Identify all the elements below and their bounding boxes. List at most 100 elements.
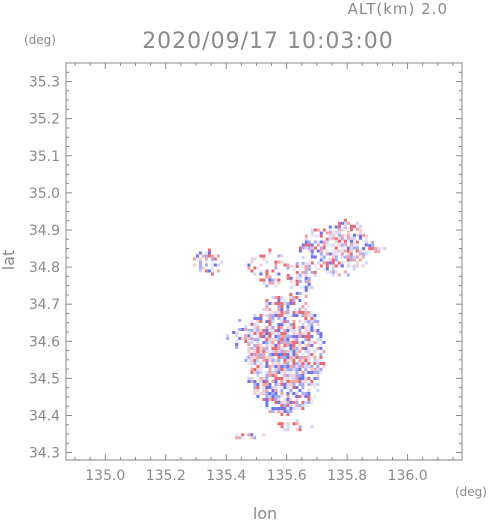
reflectivity-cell [304, 270, 308, 274]
reflectivity-cell [310, 398, 314, 401]
reflectivity-cell [277, 401, 281, 404]
reflectivity-cell [262, 353, 266, 356]
reflectivity-cell [271, 398, 275, 401]
reflectivity-cell [313, 356, 317, 359]
reflectivity-cell [292, 302, 296, 305]
reflectivity-cell [268, 329, 272, 332]
reflectivity-cell [280, 308, 284, 311]
reflectivity-cell [265, 374, 269, 377]
reflectivity-cell [307, 350, 311, 353]
reflectivity-cell [268, 371, 272, 374]
reflectivity-cell [332, 230, 335, 234]
reflectivity-cell [265, 359, 269, 362]
reflectivity-cell [271, 329, 275, 332]
reflectivity-cell [334, 258, 338, 262]
reflectivity-cell [355, 243, 359, 247]
reflectivity-cell [271, 302, 275, 305]
reflectivity-cell [307, 243, 311, 247]
reflectivity-cell [268, 353, 272, 356]
reflectivity-cell [250, 260, 254, 264]
reflectivity-cells [192, 218, 387, 440]
reflectivity-cell [256, 395, 260, 398]
reflectivity-cell [298, 308, 302, 311]
reflectivity-cell [313, 228, 317, 232]
reflectivity-cell [365, 250, 369, 254]
reflectivity-cell [316, 374, 320, 377]
reflectivity-cell [340, 252, 344, 256]
reflectivity-cell [313, 377, 317, 380]
reflectivity-cell [247, 266, 251, 270]
reflectivity-cell [289, 356, 293, 359]
reflectivity-cell [289, 353, 293, 356]
reflectivity-cell [295, 398, 299, 401]
reflectivity-cell [268, 314, 272, 317]
reflectivity-cell [289, 296, 293, 299]
reflectivity-cell [313, 270, 317, 274]
reflectivity-cell [298, 276, 302, 280]
reflectivity-cell [292, 353, 296, 356]
reflectivity-cell [307, 285, 311, 289]
reflectivity-cell [310, 317, 314, 320]
reflectivity-cell [316, 338, 320, 341]
reflectivity-cell [304, 395, 308, 398]
reflectivity-cell [301, 264, 305, 268]
reflectivity-cell [368, 247, 372, 251]
reflectivity-cell [319, 332, 323, 335]
reflectivity-cell [250, 329, 254, 332]
y-tick-label: 34.9 [29, 223, 60, 239]
reflectivity-cell [247, 335, 251, 338]
reflectivity-cell [298, 380, 302, 383]
reflectivity-cell [307, 341, 311, 344]
reflectivity-cell [283, 374, 287, 377]
reflectivity-cell [356, 227, 359, 231]
reflectivity-cell [277, 302, 281, 305]
reflectivity-cell [247, 353, 251, 356]
reflectivity-cell [289, 359, 293, 362]
reflectivity-cell [283, 356, 287, 359]
y-tick-label: 34.4 [29, 408, 60, 424]
reflectivity-cell [322, 350, 326, 353]
reflectivity-cell [286, 404, 290, 407]
reflectivity-cell [316, 347, 320, 350]
reflectivity-cell [295, 338, 299, 341]
reflectivity-cell [310, 231, 314, 235]
reflectivity-cell [204, 254, 208, 258]
reflectivity-cell [274, 362, 278, 365]
reflectivity-cell [292, 308, 296, 311]
reflectivity-cell [277, 365, 281, 368]
reflectivity-cell [328, 225, 332, 229]
reflectivity-cell [277, 380, 281, 383]
reflectivity-cell [262, 377, 266, 380]
reflectivity-cell [286, 365, 290, 368]
reflectivity-cell [338, 239, 341, 243]
reflectivity-cell [298, 311, 302, 314]
altitude-label: ALT(km) 2.0 [348, 0, 448, 18]
reflectivity-cell [298, 350, 302, 353]
reflectivity-cell [310, 228, 314, 232]
reflectivity-cell [350, 242, 353, 246]
reflectivity-cell [295, 395, 299, 398]
reflectivity-cell [295, 279, 299, 283]
reflectivity-cell [250, 334, 254, 337]
reflectivity-cell [207, 254, 211, 258]
reflectivity-cell [304, 279, 308, 283]
reflectivity-cell [304, 347, 308, 350]
reflectivity-cell [250, 341, 254, 344]
reflectivity-cell [301, 243, 305, 247]
reflectivity-cell [322, 243, 326, 247]
reflectivity-cell [286, 377, 290, 380]
reflectivity-cell [328, 261, 332, 265]
reflectivity-cell [328, 228, 332, 232]
reflectivity-cell [283, 365, 287, 368]
reflectivity-cell [322, 258, 326, 262]
reflectivity-cell [316, 332, 320, 335]
reflectivity-cell [256, 341, 260, 344]
y-tick-label: 35.3 [29, 75, 60, 91]
reflectivity-cell [268, 278, 272, 282]
reflectivity-cell [265, 305, 269, 308]
reflectivity-cell [256, 338, 260, 341]
reflectivity-cell [295, 296, 299, 299]
reflectivity-cell [283, 377, 287, 380]
reflectivity-cell [283, 380, 287, 383]
